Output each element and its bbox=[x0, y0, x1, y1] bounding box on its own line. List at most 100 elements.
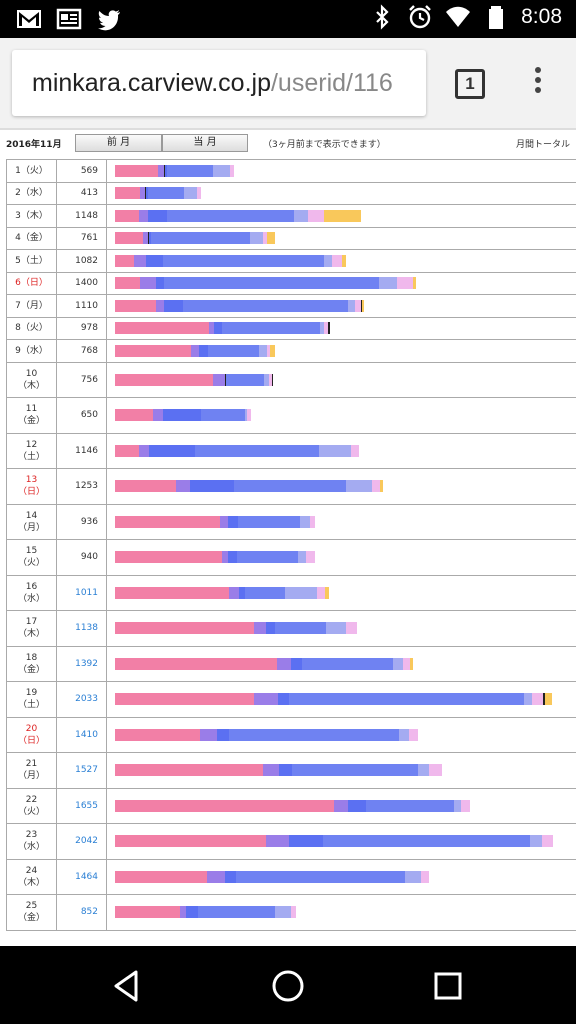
day-cell: 14 （月） bbox=[6, 504, 57, 539]
table-row: 4（金） 761 bbox=[6, 227, 576, 250]
bar-segment-pink bbox=[115, 277, 140, 290]
bar-segment-light bbox=[524, 693, 532, 706]
bar-segment-darkline bbox=[543, 693, 545, 706]
day-cell: 16 （水） bbox=[6, 575, 57, 610]
bar-segment-light bbox=[324, 254, 332, 267]
table-row: 3（木） 1148 bbox=[6, 205, 576, 228]
bar-segment-pink bbox=[115, 187, 140, 200]
bar-segment-light bbox=[326, 622, 346, 635]
back-icon[interactable] bbox=[108, 966, 148, 1006]
bluetooth-icon bbox=[376, 4, 389, 30]
access-count[interactable]: 2033 bbox=[57, 682, 107, 717]
access-count[interactable]: 1392 bbox=[57, 646, 107, 681]
table-row: 10 （木） 756 bbox=[6, 362, 576, 398]
day-cell: 8（火） bbox=[6, 317, 57, 339]
access-count[interactable]: 1464 bbox=[57, 859, 107, 894]
table-row: 16 （水） 1011 bbox=[6, 575, 576, 611]
access-count[interactable]: 1655 bbox=[57, 788, 107, 823]
bar-segment-blue bbox=[228, 551, 237, 564]
bar-segment-yellow bbox=[362, 299, 364, 312]
url-text[interactable]: minkara.carview.co.jp/userid/116 bbox=[32, 69, 422, 98]
day-cell: 11 （金） bbox=[6, 398, 57, 433]
bar-segment-pink bbox=[115, 254, 134, 267]
wifi-icon bbox=[446, 6, 471, 27]
bar-segment-light bbox=[418, 764, 429, 777]
table-row: 11 （金） 650 bbox=[6, 398, 576, 434]
bar-segment-pink bbox=[115, 444, 139, 457]
bar-segment-yellow bbox=[270, 344, 275, 357]
bar-segment-blue bbox=[228, 515, 238, 528]
access-count[interactable]: 1011 bbox=[57, 575, 107, 610]
access-count: 940 bbox=[57, 540, 107, 575]
access-bar bbox=[115, 209, 361, 222]
bar-segment-light bbox=[264, 373, 269, 386]
access-bar bbox=[115, 906, 296, 919]
bar-segment-lavender bbox=[429, 764, 442, 777]
bar-segment-light bbox=[250, 232, 263, 245]
bar-segment-blue bbox=[225, 870, 236, 883]
bar-segment-yellow bbox=[380, 480, 383, 493]
bar-segment-blue bbox=[190, 480, 234, 493]
bar-segment-pink bbox=[115, 728, 200, 741]
recents-icon[interactable] bbox=[428, 966, 468, 1006]
bar-segment-blue bbox=[266, 622, 275, 635]
day-cell: 10 （木） bbox=[6, 362, 57, 397]
bar-segment-lavender bbox=[291, 906, 296, 919]
access-count[interactable]: 2042 bbox=[57, 824, 107, 859]
access-count[interactable]: 1138 bbox=[57, 611, 107, 646]
bar-segment-mid bbox=[292, 764, 418, 777]
access-count[interactable]: 1527 bbox=[57, 753, 107, 788]
access-bar bbox=[115, 870, 429, 883]
bar-segment-mid bbox=[167, 209, 294, 222]
bar-segment-blue bbox=[156, 277, 164, 290]
bar-segment-lavender bbox=[351, 444, 359, 457]
system-nav-bar bbox=[0, 946, 576, 1024]
status-bar: 8:08 bbox=[0, 0, 576, 38]
tab-switcher-button[interactable]: 1 bbox=[455, 69, 485, 99]
bar-segment-light bbox=[530, 835, 542, 848]
bar-segment-mid bbox=[237, 551, 298, 564]
battery-icon bbox=[489, 6, 504, 29]
day-cell: 13 （日） bbox=[6, 469, 57, 504]
access-bar bbox=[115, 622, 357, 635]
current-month-button[interactable]: 当 月 bbox=[162, 134, 248, 152]
bar-segment-lavender bbox=[372, 480, 380, 493]
bar-segment-lavender bbox=[247, 409, 251, 422]
bar-segment-pink bbox=[115, 586, 229, 599]
table-row: 17 （木） 1138 bbox=[6, 611, 576, 647]
bar-segment-violet bbox=[222, 551, 228, 564]
gmail-icon bbox=[17, 10, 41, 28]
day-cell: 21 （月） bbox=[6, 753, 57, 788]
access-bar bbox=[115, 693, 552, 706]
bar-segment-blue bbox=[146, 187, 148, 200]
access-bar bbox=[115, 344, 275, 357]
bar-segment-mid bbox=[208, 344, 259, 357]
access-bar bbox=[115, 409, 251, 422]
bar-segment-lavender bbox=[421, 870, 429, 883]
prev-month-button[interactable]: 前 月 bbox=[75, 134, 162, 152]
home-icon[interactable] bbox=[268, 966, 308, 1006]
news-icon bbox=[56, 8, 82, 30]
bar-segment-violet bbox=[191, 344, 199, 357]
table-row: 14 （月） 936 bbox=[6, 504, 576, 540]
access-bar bbox=[115, 515, 315, 528]
access-count[interactable]: 852 bbox=[57, 895, 107, 930]
bar-segment-blue bbox=[199, 344, 208, 357]
access-count: 1148 bbox=[57, 205, 107, 227]
bar-segment-light bbox=[379, 277, 397, 290]
access-count: 1110 bbox=[57, 295, 107, 317]
bar-segment-pink bbox=[115, 515, 220, 528]
access-count: 761 bbox=[57, 227, 107, 249]
bar-segment-mid bbox=[323, 835, 530, 848]
day-cell: 15 （火） bbox=[6, 540, 57, 575]
access-count[interactable]: 1410 bbox=[57, 717, 107, 752]
url-bar[interactable]: minkara.carview.co.jp/userid/116 bbox=[12, 50, 426, 116]
bar-segment-light bbox=[393, 657, 403, 670]
bar-segment-violet bbox=[263, 764, 279, 777]
bar-segment-pink bbox=[115, 622, 254, 635]
table-row: 1（火） 569 bbox=[6, 160, 576, 183]
overflow-menu-icon[interactable] bbox=[528, 64, 548, 104]
table-row: 2（水） 413 bbox=[6, 182, 576, 205]
day-cell: 17 （木） bbox=[6, 611, 57, 646]
access-bar bbox=[115, 835, 553, 848]
